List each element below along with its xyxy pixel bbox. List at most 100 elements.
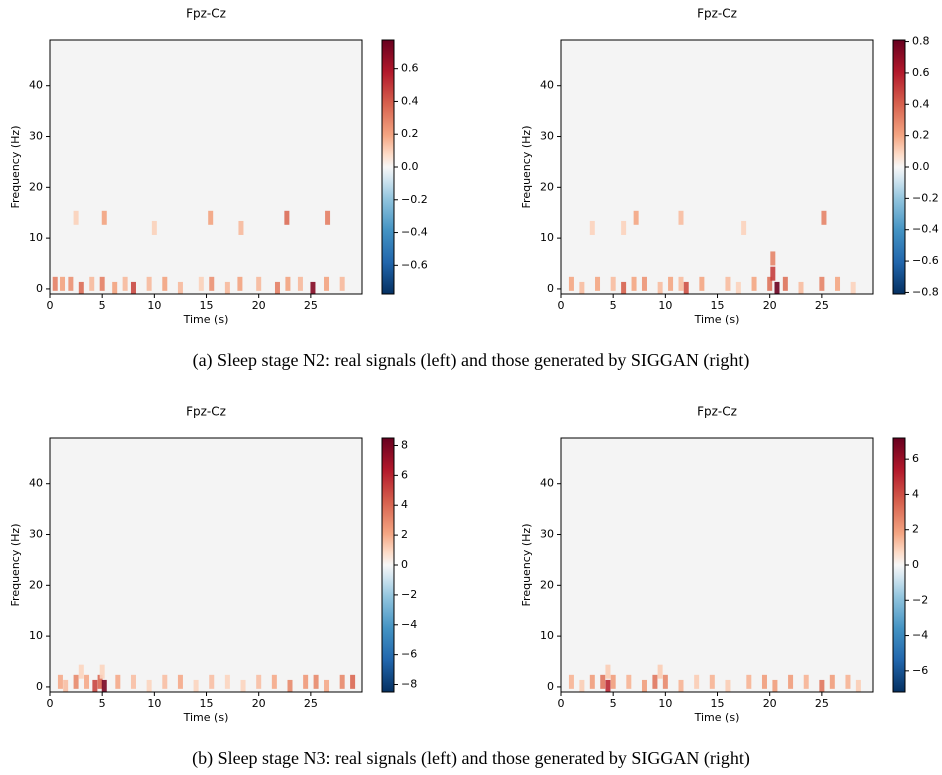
y-tick-label: 10 [540,629,554,642]
heat-cell [774,281,780,294]
heat-cell [310,281,316,294]
heat-cell [694,674,700,689]
heat-cell [678,679,684,692]
heat-cell [767,276,773,291]
heat-cell [678,276,684,291]
heat-cell [73,674,79,689]
heat-cell [845,674,851,689]
x-tick-label: 20 [252,299,266,312]
x-tick-label: 0 [47,697,54,710]
chart-title: Fpz-Cz [186,7,226,21]
heat-cell [84,674,90,689]
heat-cell [589,674,595,689]
heat-cell [297,276,303,291]
heat-cell [198,276,204,291]
heat-cell [162,276,168,291]
heat-cell [641,679,647,692]
heat-cell [63,679,69,692]
heat-cell [97,674,103,689]
heat-cell [699,276,705,291]
heat-cell [621,281,627,294]
heat-cell [751,276,757,291]
colorbar-tick-label: 0.0 [401,160,419,173]
x-tick-label: 20 [763,299,777,312]
heat-cell [177,281,183,294]
heat-cell [605,679,611,692]
heat-cell [271,674,277,689]
colorbar-tick-label: 0.6 [912,66,930,79]
y-tick-label: 20 [540,180,554,193]
colorbar-tick-label: −2 [912,593,928,606]
colorbar [381,39,395,295]
heat-cell [798,281,804,294]
heat-cell [256,674,262,689]
heat-cell [595,276,601,291]
heat-cell [657,664,663,679]
heat-cell [325,210,331,225]
heat-cell [803,674,809,689]
heat-cell [60,276,66,291]
y-tick-label: 20 [29,180,43,193]
heat-cell [350,674,356,689]
heat-cell [339,674,345,689]
heat-cell [772,679,778,692]
heat-cell [819,276,825,291]
heat-cell [855,679,861,692]
x-tick-label: 0 [558,697,565,710]
heat-cell [285,276,291,291]
heat-cell [193,679,199,692]
plot-area [561,438,873,692]
colorbar-tick-label: 0.0 [912,160,930,173]
colorbar-tick-label: −0.6 [912,254,939,267]
heat-cell [633,210,639,225]
heat-cell [99,664,105,679]
heat-cell [657,281,663,294]
y-tick-label: 30 [29,130,43,143]
heat-cell [146,276,152,291]
plot-area [50,40,362,294]
colorbar [892,437,906,693]
colorbar-tick-label: 2 [912,523,919,536]
x-tick-label: 20 [252,697,266,710]
colorbar-tick-label: 8 [401,438,408,451]
cells [57,664,356,692]
y-tick-label: 10 [29,629,43,642]
heat-cell [78,664,84,679]
colorbar-tick-label: −4 [912,629,928,642]
y-tick-label: 0 [36,680,43,693]
y-tick-label: 0 [36,282,43,295]
heat-cell [209,674,215,689]
heat-cell [850,281,856,294]
colorbar-tick-label: 4 [912,487,919,500]
cells [52,210,345,294]
heat-cell [770,251,776,266]
caption: (a) Sleep stage N2: real signals (left) … [193,350,750,371]
colorbar-tick-label: −0.4 [401,226,428,239]
heat-cell [610,674,616,689]
colorbar-tick-label: 0.6 [401,62,419,75]
x-axis-label: Time (s) [183,313,229,326]
heat-cell [324,679,330,692]
heat-cell [568,276,574,291]
y-tick-label: 40 [29,79,43,92]
x-tick-label: 20 [763,697,777,710]
heat-cell [224,281,230,294]
heat-cell [287,679,293,692]
colorbar-tick-label: −8 [401,678,417,691]
heat-cell [339,276,345,291]
x-tick-label: 15 [711,299,725,312]
x-axis-label: Time (s) [694,711,740,724]
x-tick-label: 25 [304,697,318,710]
heat-cell [725,679,731,692]
heat-cell [122,276,128,291]
x-tick-label: 5 [99,697,106,710]
x-tick-label: 25 [815,299,829,312]
y-axis-label: Frequency (Hz) [9,126,22,209]
colorbar-tick-label: 0.4 [401,94,419,107]
colorbar-tick-label: 0.2 [401,127,419,140]
